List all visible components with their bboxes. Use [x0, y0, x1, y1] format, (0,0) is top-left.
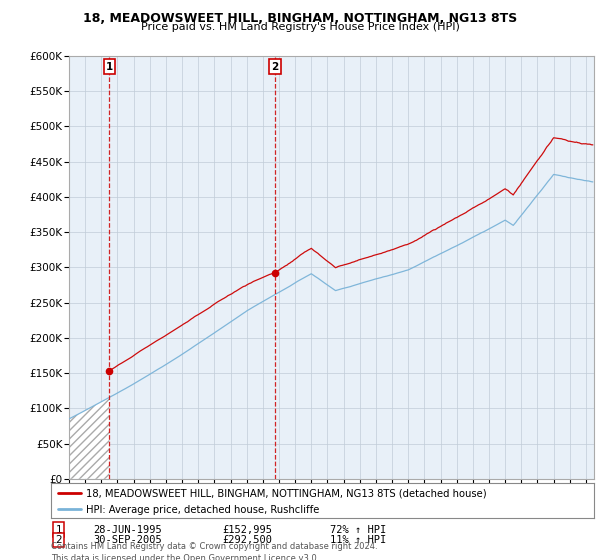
Text: HPI: Average price, detached house, Rushcliffe: HPI: Average price, detached house, Rush…: [86, 505, 320, 515]
Text: 2: 2: [55, 535, 62, 545]
Text: 1: 1: [55, 525, 62, 535]
Text: 18, MEADOWSWEET HILL, BINGHAM, NOTTINGHAM, NG13 8TS (detached house): 18, MEADOWSWEET HILL, BINGHAM, NOTTINGHA…: [86, 489, 487, 499]
Text: 2: 2: [271, 62, 278, 72]
Text: 1: 1: [106, 62, 113, 72]
Text: £292,500: £292,500: [222, 535, 272, 545]
Text: 18, MEADOWSWEET HILL, BINGHAM, NOTTINGHAM, NG13 8TS: 18, MEADOWSWEET HILL, BINGHAM, NOTTINGHA…: [83, 12, 517, 25]
Text: Contains HM Land Registry data © Crown copyright and database right 2024.
This d: Contains HM Land Registry data © Crown c…: [51, 542, 377, 560]
Text: 11% ↑ HPI: 11% ↑ HPI: [330, 535, 386, 545]
Text: £152,995: £152,995: [222, 525, 272, 535]
Text: 30-SEP-2005: 30-SEP-2005: [93, 535, 162, 545]
Text: 72% ↑ HPI: 72% ↑ HPI: [330, 525, 386, 535]
Text: 28-JUN-1995: 28-JUN-1995: [93, 525, 162, 535]
Text: Price paid vs. HM Land Registry's House Price Index (HPI): Price paid vs. HM Land Registry's House …: [140, 22, 460, 32]
